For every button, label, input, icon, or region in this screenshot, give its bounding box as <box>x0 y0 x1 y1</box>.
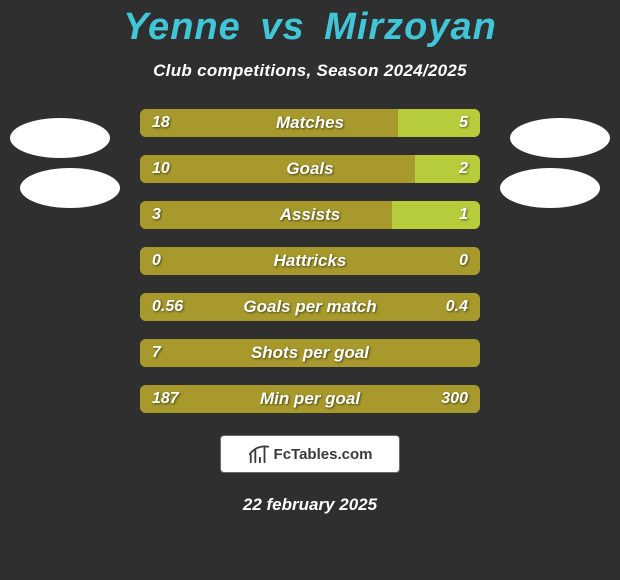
stat-row: Matches185 <box>0 109 620 137</box>
stat-row: Shots per goal7 <box>0 339 620 367</box>
comparison-card: Yenne vs Mirzoyan Club competitions, Sea… <box>0 0 620 580</box>
stat-row: Hattricks00 <box>0 247 620 275</box>
bar-left <box>140 109 398 137</box>
vs-text: vs <box>260 6 304 48</box>
bar-track <box>140 385 480 413</box>
bar-left <box>140 201 392 229</box>
bar-track <box>140 339 480 367</box>
bar-right <box>398 109 480 137</box>
stat-row: Goals102 <box>0 155 620 183</box>
page-title: Yenne vs Mirzoyan <box>0 6 620 49</box>
bar-left <box>140 247 480 275</box>
stat-row: Min per goal187300 <box>0 385 620 413</box>
bar-right <box>415 155 480 183</box>
player2-name: Mirzoyan <box>324 6 497 48</box>
bar-track <box>140 109 480 137</box>
bar-track <box>140 155 480 183</box>
bar-left <box>140 155 415 183</box>
player1-name: Yenne <box>123 6 241 48</box>
stats-rows: Matches185 Goals102 Assists31 Hattricks00 Go… <box>0 109 620 413</box>
stat-row: Goals per match0.560.4 <box>0 293 620 321</box>
bar-left <box>140 385 480 413</box>
branding-badge: FcTables.com <box>220 435 400 473</box>
stat-row: Assists31 <box>0 201 620 229</box>
branding-text: FcTables.com <box>274 446 373 463</box>
subtitle: Club competitions, Season 2024/2025 <box>0 61 620 81</box>
bar-track <box>140 201 480 229</box>
fctables-icon <box>248 443 270 465</box>
bar-right <box>392 201 480 229</box>
date-text: 22 february 2025 <box>0 495 620 515</box>
bar-left <box>140 339 480 367</box>
bar-track <box>140 293 480 321</box>
bar-track <box>140 247 480 275</box>
bar-left <box>140 293 480 321</box>
